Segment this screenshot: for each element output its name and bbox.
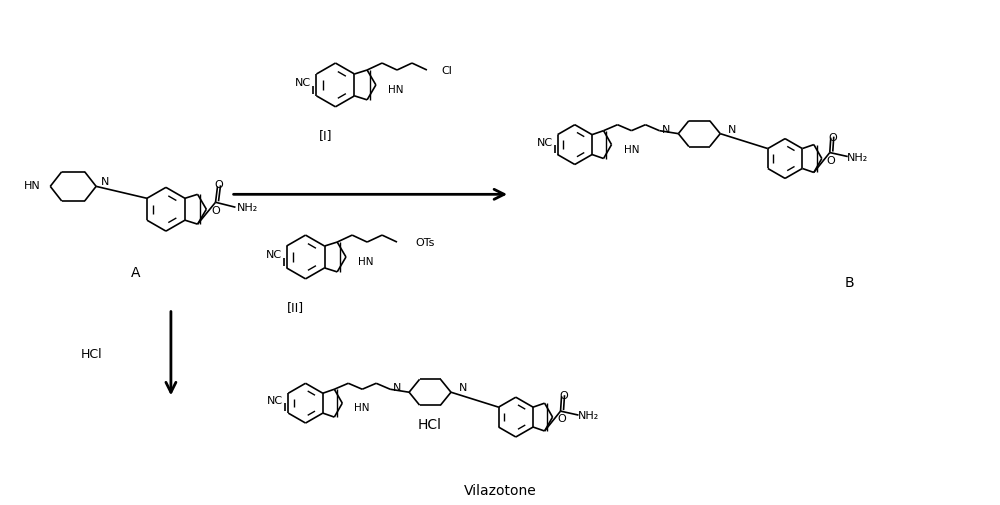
Text: NC: NC: [267, 395, 283, 406]
Text: HN: HN: [388, 85, 403, 95]
Text: O: O: [214, 180, 223, 190]
Text: NC: NC: [265, 249, 282, 260]
Text: O: O: [557, 413, 566, 423]
Text: N: N: [459, 382, 467, 392]
Text: [I]: [I]: [319, 129, 332, 142]
Text: O: O: [211, 206, 220, 216]
Text: HN: HN: [358, 257, 373, 267]
Text: N: N: [393, 382, 401, 392]
Text: HN: HN: [24, 181, 40, 191]
Text: O: O: [559, 390, 568, 400]
Text: HN: HN: [624, 144, 639, 154]
Text: HCl: HCl: [80, 347, 102, 360]
Text: NC: NC: [536, 137, 553, 147]
Text: N: N: [662, 124, 670, 134]
Text: N: N: [101, 177, 109, 187]
Text: HCl: HCl: [418, 417, 442, 431]
Text: B: B: [845, 275, 855, 289]
Text: A: A: [131, 265, 141, 279]
Text: O: O: [826, 155, 835, 165]
Text: N: N: [728, 124, 737, 134]
Text: HN: HN: [354, 402, 370, 412]
Text: NH₂: NH₂: [847, 152, 868, 162]
Text: NC: NC: [295, 78, 311, 88]
Text: NH₂: NH₂: [237, 203, 258, 213]
Text: OTs: OTs: [415, 237, 434, 247]
Text: Cl: Cl: [441, 66, 452, 76]
Text: [II]: [II]: [287, 300, 304, 314]
Text: O: O: [828, 132, 837, 142]
Text: NH₂: NH₂: [578, 410, 599, 420]
Text: Vilazotone: Vilazotone: [464, 483, 536, 497]
